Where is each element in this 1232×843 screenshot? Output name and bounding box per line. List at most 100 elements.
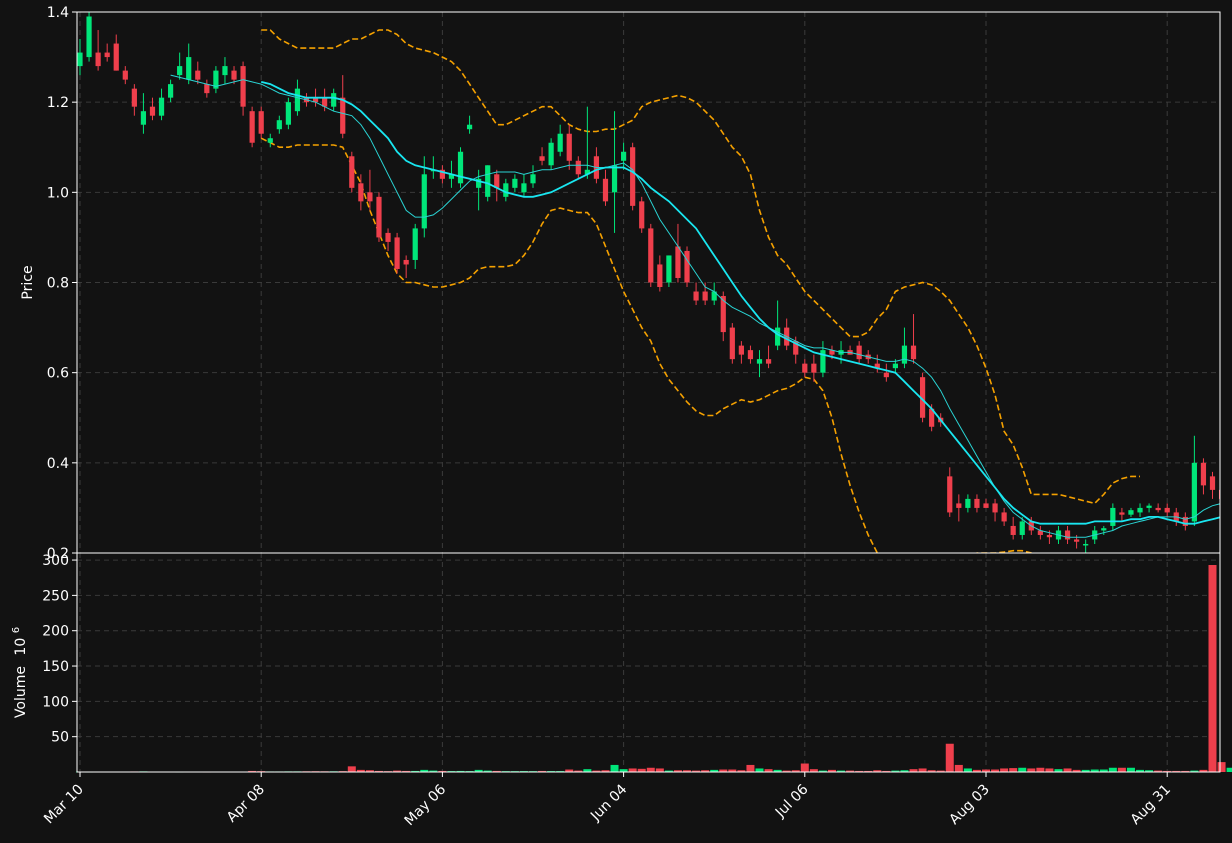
candle-up — [1019, 521, 1025, 535]
candle-down — [322, 97, 328, 107]
volume-bar — [483, 770, 492, 772]
volume-bar — [1126, 767, 1135, 772]
volume-bar — [827, 769, 836, 772]
volume-bar — [900, 770, 909, 772]
candle-down — [883, 372, 889, 378]
volume-bar — [692, 770, 701, 772]
volume-bar — [800, 763, 809, 772]
volume-tick-label: 200 — [42, 624, 69, 640]
candle-down — [793, 341, 799, 355]
volume-bar — [972, 769, 981, 772]
candle-down — [149, 106, 156, 116]
volume-bar — [764, 769, 773, 772]
candle-up — [457, 151, 464, 184]
candle-up — [666, 255, 672, 283]
candle-down — [1046, 534, 1053, 538]
volume-bar — [710, 769, 719, 772]
volume-tick-label: 300 — [42, 553, 69, 569]
volume-bar — [637, 768, 646, 772]
volume-bar — [1018, 767, 1027, 772]
volume-bar — [927, 770, 936, 772]
price-tick-label: 0.8 — [47, 276, 69, 292]
candle-down — [104, 52, 110, 58]
candle-down — [249, 111, 255, 143]
candle-down — [983, 503, 989, 508]
candle-up — [1137, 507, 1143, 513]
volume-bar — [592, 770, 601, 772]
volume-tick-label: 100 — [42, 694, 69, 710]
volume-bar — [393, 770, 402, 772]
volume-bar — [456, 770, 465, 772]
candle-down — [204, 84, 210, 94]
price-panel: 0.2 0.4 0.6 0.8 1.0 1.2 1.4 Price — [20, 5, 1221, 562]
volume-bar — [583, 769, 592, 772]
volume-bar — [1009, 768, 1018, 772]
candle-up — [775, 327, 781, 346]
volume-bar — [1136, 769, 1145, 772]
candle-down — [258, 111, 264, 134]
volume-bar — [628, 768, 637, 772]
candle-down — [385, 232, 391, 242]
bollinger-upper-line — [261, 29, 1140, 505]
candle-up — [1128, 510, 1134, 515]
candle-down — [1001, 512, 1007, 522]
candles — [77, 12, 1220, 553]
candle-down — [602, 178, 609, 202]
volume-bar — [945, 743, 954, 772]
volume-bar — [673, 770, 682, 772]
volume-bar — [1063, 768, 1072, 772]
volume-bar — [773, 769, 782, 772]
candle-down — [1164, 507, 1170, 513]
volume-panel: 50 100 150 200 250 300 Volume 10 6 — [11, 552, 1232, 773]
volume-bar — [655, 768, 664, 772]
candle-down — [874, 363, 880, 369]
volume-bar — [954, 764, 963, 772]
candle-down — [1119, 512, 1125, 515]
volume-tick-label: 50 — [51, 730, 69, 746]
candle-up — [557, 133, 563, 152]
volume-bar — [982, 769, 990, 772]
volume-bar — [1027, 768, 1036, 772]
volume-bar — [918, 768, 927, 772]
candle-up — [892, 363, 898, 369]
candle-down — [367, 192, 373, 202]
candle-down — [639, 201, 645, 229]
candle-up — [485, 165, 491, 197]
candle-up — [965, 498, 971, 508]
volume-bar — [864, 770, 873, 772]
volume-axes-frame — [76, 552, 1221, 773]
candle-down — [1010, 525, 1016, 535]
volume-bar — [438, 770, 447, 772]
volume-bar — [818, 770, 827, 772]
candle-down — [231, 70, 237, 80]
candle-up — [448, 174, 455, 179]
volume-grid — [77, 553, 1220, 772]
candle-down — [630, 147, 636, 206]
volume-bar — [538, 770, 547, 772]
candle-down — [122, 70, 128, 80]
volume-bar — [374, 770, 383, 772]
candle-down — [829, 350, 835, 355]
volume-bar — [1099, 769, 1108, 772]
candle-down — [738, 345, 744, 355]
candle-up — [276, 120, 282, 130]
volume-bar — [601, 770, 610, 772]
volume-bar — [1163, 770, 1172, 772]
candle-up — [503, 183, 509, 197]
candle-up — [1191, 462, 1197, 522]
candle-up — [285, 102, 291, 125]
volume-bar — [782, 770, 791, 772]
volume-bar — [701, 770, 710, 772]
volume-bar — [1172, 770, 1181, 772]
candle-down — [1155, 507, 1161, 511]
candle-down — [394, 237, 400, 269]
candle-down — [684, 250, 690, 283]
candle-up — [222, 66, 228, 76]
volume-bar — [882, 770, 891, 772]
moving-average-fast-line — [170, 74, 1220, 538]
volume-bar — [1072, 769, 1081, 772]
volume-bar — [837, 770, 846, 772]
volume-bar — [565, 769, 574, 772]
candle-down — [312, 97, 319, 103]
candle-up — [186, 57, 192, 80]
